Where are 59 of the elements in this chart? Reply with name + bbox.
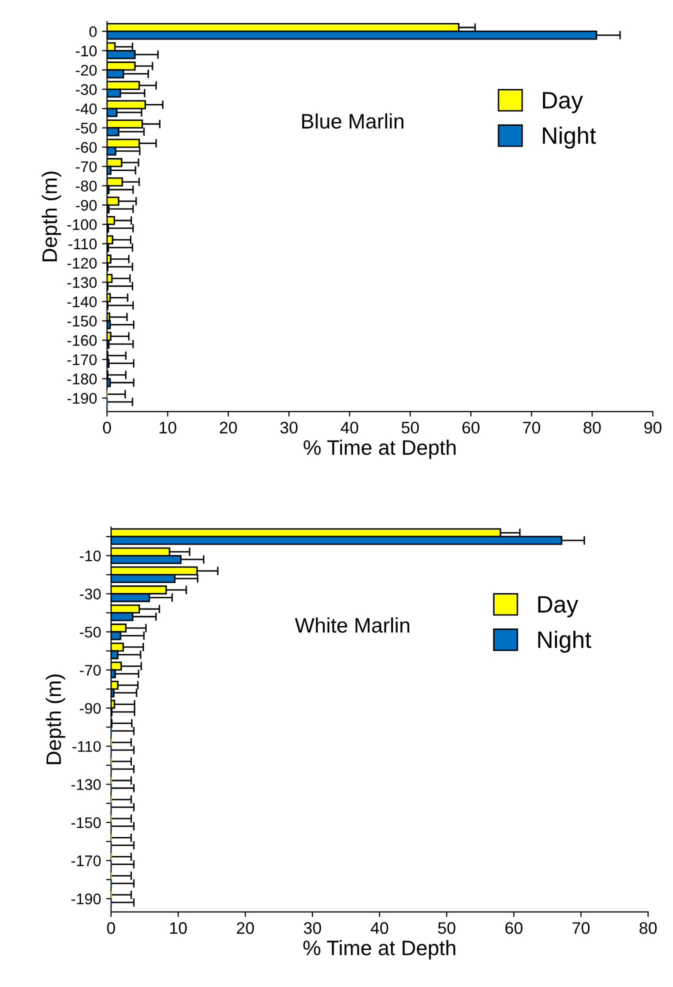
y-tick-label: -10: [76, 46, 97, 56]
y-tick-label: -130: [71, 779, 101, 790]
y-axis-title: Depth (m): [42, 172, 62, 262]
x-tick-label: 10: [170, 922, 187, 934]
y-tick-label: -180: [67, 374, 97, 384]
y-tick-label: -120: [67, 258, 97, 269]
y-tick-label: -30: [80, 588, 101, 600]
x-tick-label: 0: [107, 922, 116, 934]
legend-label: Day: [542, 92, 583, 114]
y-tick-label: -90: [76, 200, 97, 211]
x-tick-label: 70: [572, 922, 590, 934]
x-tick-label: 80: [640, 922, 657, 934]
legend-label: Night: [538, 630, 592, 653]
y-tick-label: -170: [67, 354, 97, 366]
x-tick-label: 60: [505, 922, 522, 934]
x-tick-label: 70: [523, 422, 540, 434]
y-tick-label: -150: [71, 817, 101, 828]
y-tick-label: -70: [80, 664, 101, 676]
y-tick-label: -10: [80, 550, 101, 562]
x-axis-title: % Time at Depth: [303, 940, 456, 960]
y-tick-label: -80: [76, 180, 97, 192]
y-tick-label: -20: [76, 64, 97, 76]
x-tick-label: 20: [236, 922, 254, 934]
x-tick-label: 80: [584, 422, 601, 434]
legend-label: Day: [538, 596, 578, 618]
y-tick-label: -130: [67, 277, 97, 288]
y-tick-label: -30: [76, 84, 97, 95]
y-tick-label: -90: [80, 702, 101, 714]
x-tick-label: 40: [340, 422, 358, 434]
x-tick-label: 20: [220, 422, 237, 434]
y-tick-label: -50: [76, 122, 97, 134]
y-tick-label: -60: [76, 142, 97, 153]
y-tick-label: 0: [89, 26, 97, 38]
y-axis-title: Depth (m): [46, 674, 66, 764]
x-tick-label: 50: [438, 922, 456, 934]
text: Blue Marlin: [302, 113, 404, 129]
y-tick-label: -70: [76, 161, 97, 172]
x-tick-label: 40: [370, 922, 388, 934]
x-tick-label: 30: [304, 922, 322, 934]
y-tick-label: -150: [67, 316, 97, 327]
y-tick-label: -170: [71, 855, 101, 866]
y-tick-label: -50: [80, 626, 101, 638]
legend-label: Night: [542, 126, 596, 149]
y-tick-label: -110: [72, 741, 101, 752]
x-tick-label: 60: [462, 422, 480, 434]
y-tick-label: -190: [71, 894, 101, 904]
x-tick-label: 30: [280, 422, 298, 434]
y-tick-label: -100: [67, 219, 97, 230]
y-tick-label: -40: [76, 103, 97, 114]
y-tick-label: -190: [67, 392, 97, 404]
x-axis-title: % Time at Depth: [304, 440, 456, 460]
text: White Marlin: [294, 617, 410, 633]
y-tick-label: -110: [68, 238, 97, 250]
x-tick-label: 10: [160, 422, 176, 434]
y-tick-label: -160: [67, 335, 97, 346]
x-tick-label: 90: [644, 422, 662, 434]
x-tick-label: 0: [103, 422, 111, 434]
y-tick-label: -140: [67, 296, 97, 308]
x-tick-label: 50: [402, 422, 419, 434]
